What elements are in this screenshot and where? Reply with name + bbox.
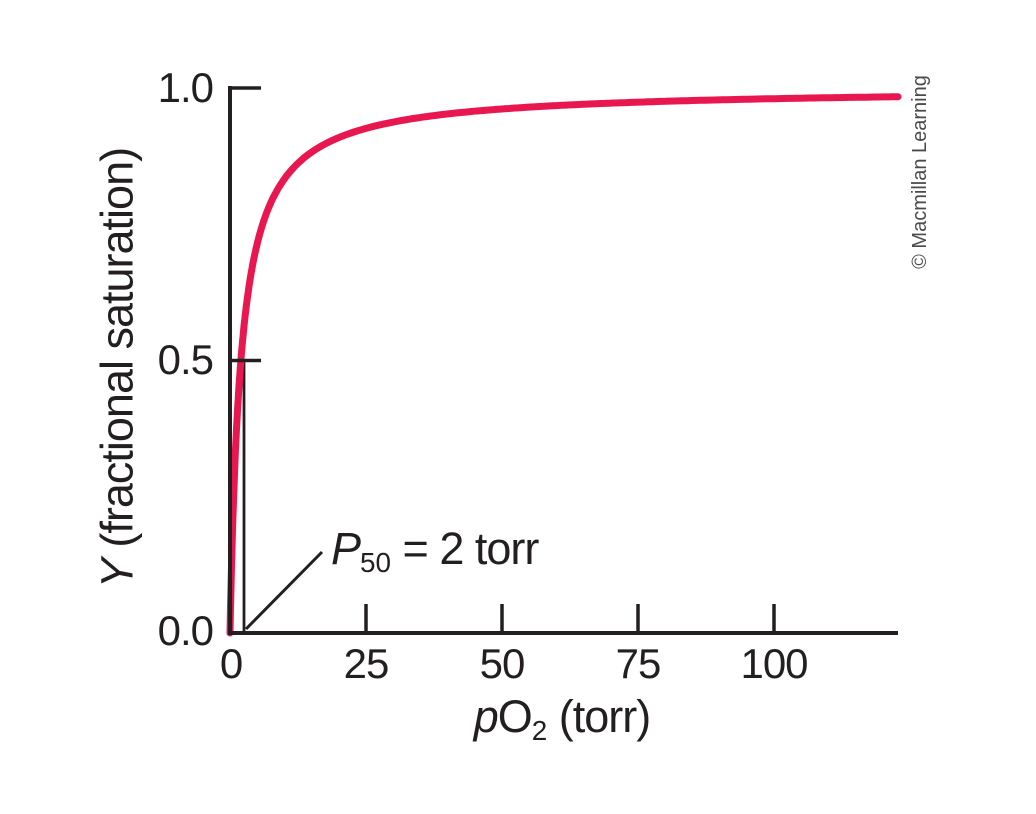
p50-annotation-value: = 2 torr	[391, 523, 540, 574]
x-tick-label-50: 50	[479, 640, 526, 687]
y-axis-title: Y (fractional saturation)	[91, 147, 143, 589]
y-axis-title-var: Y	[91, 559, 143, 589]
saturation-curve	[226, 93, 902, 637]
p50-annotation-label: P50 = 2 torr	[331, 523, 540, 578]
x-axis-title-unit: (torr)	[547, 691, 651, 742]
x-tick-label-25: 25	[343, 640, 390, 687]
x-axis-title-subscript: 2	[531, 714, 548, 746]
annotation-leader-line	[244, 550, 324, 631]
p50-annotation-subscript: 50	[360, 546, 392, 578]
y-tick-label-0.5: 0.5	[157, 336, 214, 383]
axes-lines	[228, 86, 898, 635]
x-axis-title-species: O	[497, 691, 533, 742]
x-axis-title: pO2 (torr)	[473, 691, 652, 746]
y-tick-label-0.0: 0.0	[157, 607, 214, 654]
x-tick-label-0: 0	[219, 640, 243, 687]
y-axis-title-rest: (fractional saturation)	[91, 147, 143, 560]
y-tick-label-1.0: 1.0	[157, 64, 214, 111]
x-axis-ticks	[364, 604, 776, 631]
y-axis-ticks	[232, 86, 261, 363]
p50-annotation-var: P	[331, 523, 361, 574]
x-tick-label-100: 100	[740, 640, 808, 687]
x-tick-label-75: 75	[615, 640, 662, 687]
publisher-credit: © Macmillan Learning	[909, 75, 931, 269]
x-axis-title-var: p	[473, 691, 499, 742]
